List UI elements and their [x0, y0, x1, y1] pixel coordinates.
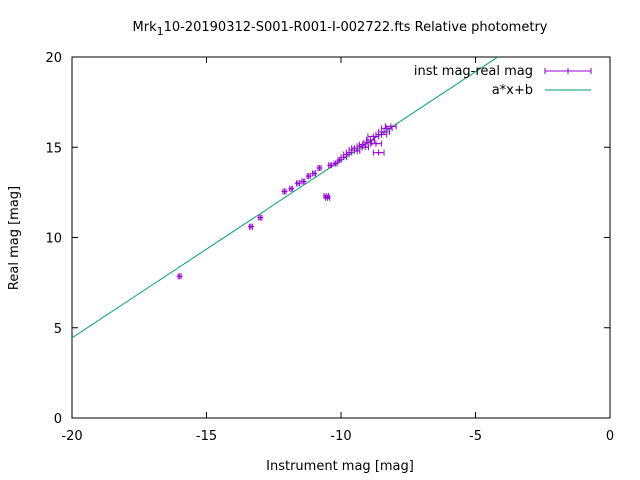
data-point: [176, 273, 183, 280]
data-point: [288, 185, 295, 192]
data-point: [316, 165, 323, 172]
y-tick-label: 20: [45, 51, 62, 66]
chart-title: Mrk110-20190312-S001-R001-I-002722.fts R…: [133, 20, 548, 38]
fit-line-series: [72, 57, 499, 339]
y-tick-label: 0: [54, 412, 62, 427]
data-point: [366, 137, 376, 144]
y-axis-label: Real mag [mag]: [7, 186, 22, 290]
data-points-series: [176, 123, 397, 280]
data-point: [323, 192, 330, 199]
x-tick-label: 0: [606, 429, 614, 444]
y-tick-label: 10: [45, 232, 62, 247]
legend: inst mag-real mag a*x+b: [414, 64, 592, 98]
data-point: [327, 162, 334, 169]
data-point: [375, 131, 388, 138]
data-point: [247, 223, 254, 230]
legend-label-inst-mag: inst mag-real mag: [414, 64, 533, 79]
x-tick-label: -5: [469, 429, 482, 444]
y-tick-labels: 0 5 10 15 20: [45, 51, 62, 427]
data-point: [378, 128, 390, 135]
data-point: [300, 178, 307, 185]
data-point: [332, 160, 339, 167]
x-tick-label: -15: [196, 429, 217, 444]
legend-sample-points: [544, 68, 592, 74]
x-axis-label: Instrument mag [mag]: [266, 459, 414, 474]
x-tick-label: -20: [61, 429, 82, 444]
data-point: [294, 180, 301, 187]
data-point: [367, 133, 380, 140]
x-tick-labels: -20 -15 -10 -5 0: [61, 429, 614, 444]
data-point: [358, 141, 367, 148]
y-tick-label: 15: [45, 141, 62, 156]
legend-label-fit: a*x+b: [492, 83, 533, 98]
data-point: [257, 214, 264, 221]
data-point: [372, 149, 385, 156]
legend-point-marker: [544, 68, 592, 74]
axis-ticks: [71, 56, 611, 419]
data-point: [305, 173, 312, 180]
data-point: [370, 140, 382, 147]
data-point: [380, 125, 393, 132]
data-point: [384, 123, 397, 130]
data-point: [361, 144, 369, 151]
data-point: [281, 188, 288, 195]
data-point: [311, 170, 318, 177]
data-point: [324, 194, 331, 201]
x-tick-label: -10: [330, 429, 351, 444]
plot-frame: [71, 56, 611, 419]
y-tick-label: 5: [54, 322, 62, 337]
fit-line: [72, 57, 499, 339]
